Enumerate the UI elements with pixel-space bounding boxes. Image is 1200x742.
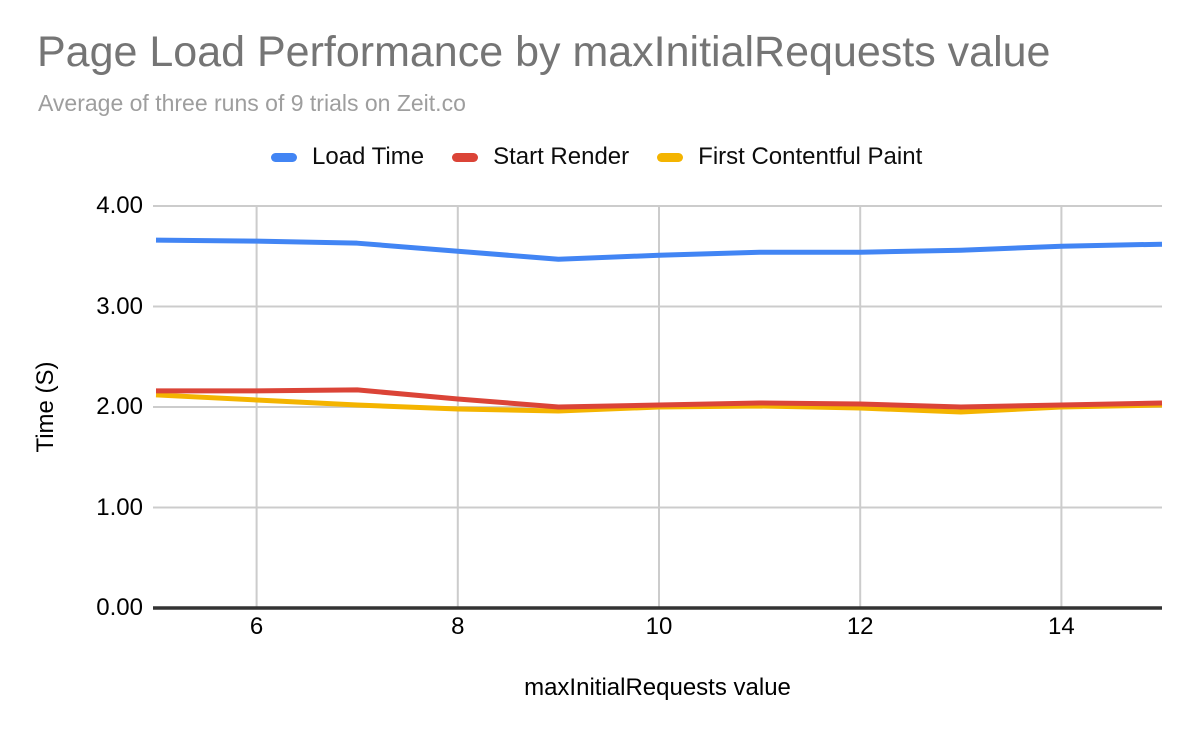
legend-label-load-time: Load Time [312,143,425,170]
x-tick-label: 14 [1048,613,1075,640]
y-axis-title: Time (S) [32,361,59,453]
y-tick-label: 2.00 [96,393,143,420]
series-line-load-time [155,237,1163,262]
legend: Load Time Start Render First Contentful … [271,143,922,171]
x-tick-label: 10 [645,613,673,640]
legend-label-start-render: Start Render [493,143,630,170]
x-tick-label: 8 [451,613,465,640]
chart-title: Page Load Performance by maxInitialReque… [37,28,1051,76]
x-tick-label: 6 [249,613,264,640]
x-axis-title: maxInitialRequests value [524,674,791,701]
legend-item-start-render: Start Render [452,143,629,171]
legend-item-load-time: Load Time [271,143,424,171]
chart-subtitle: Average of three runs of 9 trials on Zei… [38,90,466,116]
load-time-swatch-icon [271,152,297,162]
series-line-start-render [156,387,1163,410]
y-tick-label: 3.00 [96,292,143,320]
y-tick-label: 1.00 [96,493,143,521]
first-contentful-paint-swatch-icon [657,152,684,162]
y-tick-label: 0.00 [96,594,143,621]
legend-label-first-contentful-paint: First Contentful Paint [698,143,923,170]
y-tick-label: 4.00 [96,192,143,219]
x-tick-label: 12 [846,613,874,640]
start-render-swatch-icon [452,152,479,162]
legend-item-first-contentful-paint: First Contentful Paint [657,143,922,171]
